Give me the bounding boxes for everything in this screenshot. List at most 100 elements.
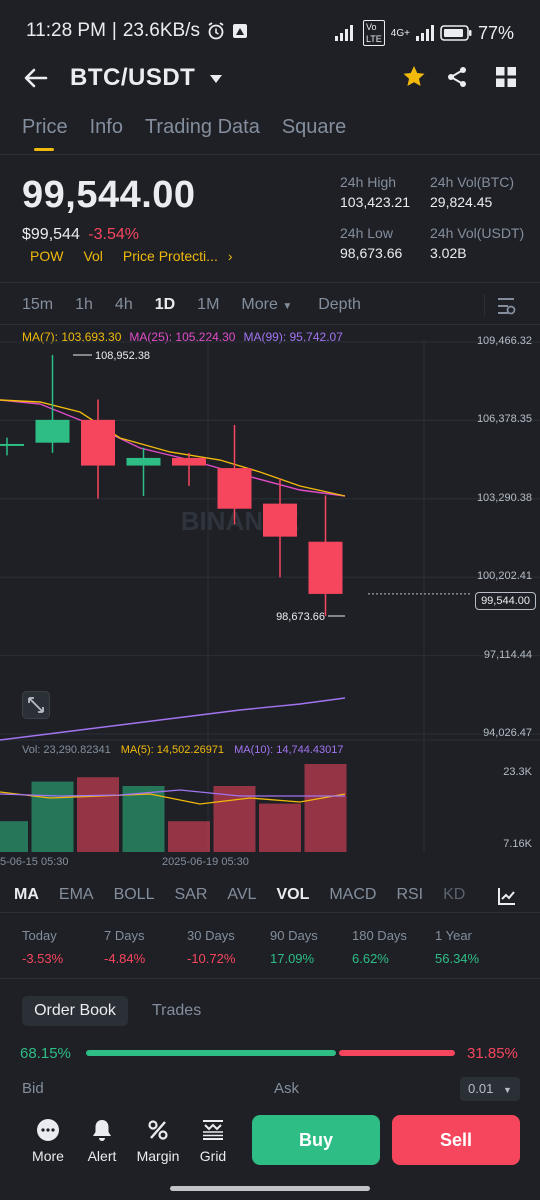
vol-ma10: MA(10): 14,744.43017 <box>234 744 344 756</box>
ind-rsi[interactable]: RSI <box>396 886 424 903</box>
precision-select[interactable]: 0.01 ▼ <box>460 1077 520 1101</box>
candle-body <box>81 419 115 466</box>
nav-alert[interactable]: Alert <box>72 1118 132 1164</box>
ind-vol[interactable]: VOL <box>276 886 310 903</box>
pair-selector[interactable]: BTC/USDT <box>70 64 223 92</box>
ind-macd[interactable]: MACD <box>329 886 377 903</box>
indicator-chart-icon[interactable] <box>498 887 516 905</box>
sell-button[interactable]: Sell <box>392 1115 520 1165</box>
tab-active-indicator <box>34 148 54 151</box>
battery-icon <box>440 25 472 41</box>
signal-icon <box>334 25 353 41</box>
perf-180d: 180 Days 6.62% <box>352 928 407 966</box>
tab-info[interactable]: Info <box>89 116 123 138</box>
ma-lines <box>0 399 346 741</box>
ask-percent: 31.85% <box>467 1045 518 1062</box>
nav-more[interactable]: More <box>18 1118 78 1164</box>
candle-body <box>126 457 161 466</box>
perf-today: Today -3.53% <box>22 928 64 966</box>
interval-1d[interactable]: 1D <box>154 296 176 313</box>
interval-1h[interactable]: 1h <box>75 296 93 313</box>
current-price-tag: 99,544.00 <box>475 592 536 610</box>
network-type: 4G+ <box>390 27 410 39</box>
y-axis-label: 109,466.32 <box>476 335 532 347</box>
volume-bar <box>122 786 165 852</box>
status-time: 11:28 PM <box>26 20 106 41</box>
y-axis-label: 103,290.38 <box>476 491 532 504</box>
interval-more[interactable]: More ▼ <box>241 296 293 313</box>
tag-price-protection[interactable]: Price Protecti... › <box>122 248 233 264</box>
expand-chart-icon[interactable] <box>22 691 50 719</box>
tag-vol[interactable]: Vol <box>83 248 103 264</box>
bell-icon <box>93 1120 111 1141</box>
stat-vol-usdt: 24h Vol(USDT) 3.02B <box>430 225 525 261</box>
candle-body <box>0 443 24 446</box>
tab-price[interactable]: Price <box>22 116 68 151</box>
ind-ema[interactable]: EMA <box>58 886 94 903</box>
candle-body <box>263 503 297 537</box>
vol-ma5-line <box>0 791 346 805</box>
interval-4h[interactable]: 4h <box>114 296 133 313</box>
date-label-1: 5-06-15 05:30 <box>0 856 69 868</box>
tag-pow[interactable]: POW <box>30 248 64 264</box>
nav-margin[interactable]: Margin <box>128 1118 188 1164</box>
candle-body <box>217 468 252 509</box>
perf-divider <box>0 978 540 979</box>
date-label-2: 2025-06-19 05:30 <box>162 856 249 868</box>
interval-depth[interactable]: Depth <box>318 296 361 313</box>
chart-settings-icon[interactable] <box>496 297 516 315</box>
volume-bar <box>304 764 347 852</box>
low-marker-label: 98,673.66 <box>276 611 325 623</box>
stat-high: 24h High 103,423.21 <box>340 174 411 210</box>
perf-90d: 90 Days 17.09% <box>270 928 318 966</box>
volume-value: Vol: 23,290.82341 <box>22 744 111 756</box>
ind-avl[interactable]: AVL <box>227 886 257 903</box>
vol-axis-bottom: 7.16K <box>503 838 532 850</box>
ind-boll[interactable]: BOLL <box>113 886 155 903</box>
price-tags: POW Vol Price Protecti... › <box>30 248 233 264</box>
bid-label: Bid <box>22 1080 44 1097</box>
price-usd: $99,544 <box>22 226 80 243</box>
tab-order-book[interactable]: Order Book <box>22 996 128 1026</box>
volume-legend: Vol: 23,290.82341 MA(5): 14,502.26971 MA… <box>22 744 344 756</box>
grid-layout-icon[interactable] <box>496 67 516 87</box>
price-change: -3.54% <box>88 226 139 243</box>
indicator-divider <box>0 912 540 913</box>
alarm-icon <box>208 22 224 40</box>
volume-bar <box>77 777 119 852</box>
candles <box>0 355 343 617</box>
ind-kd[interactable]: KD <box>443 886 466 903</box>
y-axis-label: 97,114.44 <box>483 648 532 661</box>
back-arrow-icon[interactable] <box>24 68 48 88</box>
volume-bar <box>0 821 28 852</box>
y-axis-label: 94,026.47 <box>483 727 532 739</box>
tab-trading-data[interactable]: Trading Data <box>144 116 260 138</box>
star-favorite-icon[interactable] <box>402 65 426 89</box>
candle-body <box>35 419 70 443</box>
tab-square[interactable]: Square <box>281 116 347 138</box>
signal-icon-2 <box>415 25 434 41</box>
y-axis-label: 106,378.35 <box>476 413 532 426</box>
y-axis-label: 100,202.41 <box>476 570 532 583</box>
chart-grid <box>0 340 540 852</box>
share-icon[interactable] <box>446 66 468 88</box>
margin-percent-icon <box>148 1120 168 1140</box>
nav-grid[interactable]: Grid <box>183 1118 243 1164</box>
bid-ratio-bar <box>86 1050 336 1056</box>
interval-1m[interactable]: 1M <box>197 296 220 313</box>
tab-trades[interactable]: Trades <box>152 1002 202 1019</box>
ind-ma[interactable]: MA <box>14 886 39 903</box>
buy-button[interactable]: Buy <box>252 1115 380 1165</box>
ind-sar[interactable]: SAR <box>174 886 208 903</box>
ma7-value: MA(7): 103,693.30 <box>22 330 122 344</box>
last-price: 99,544.00 <box>22 174 196 216</box>
grid-bot-icon <box>203 1120 223 1140</box>
volume-bar <box>31 781 74 852</box>
volume-bars <box>0 764 347 852</box>
perf-1y: 1 Year 56.34% <box>435 928 480 966</box>
interval-15m[interactable]: 15m <box>22 296 54 313</box>
candle-body <box>172 457 206 466</box>
stat-low: 24h Low 98,673.66 <box>340 225 403 261</box>
price-divider <box>0 282 540 283</box>
